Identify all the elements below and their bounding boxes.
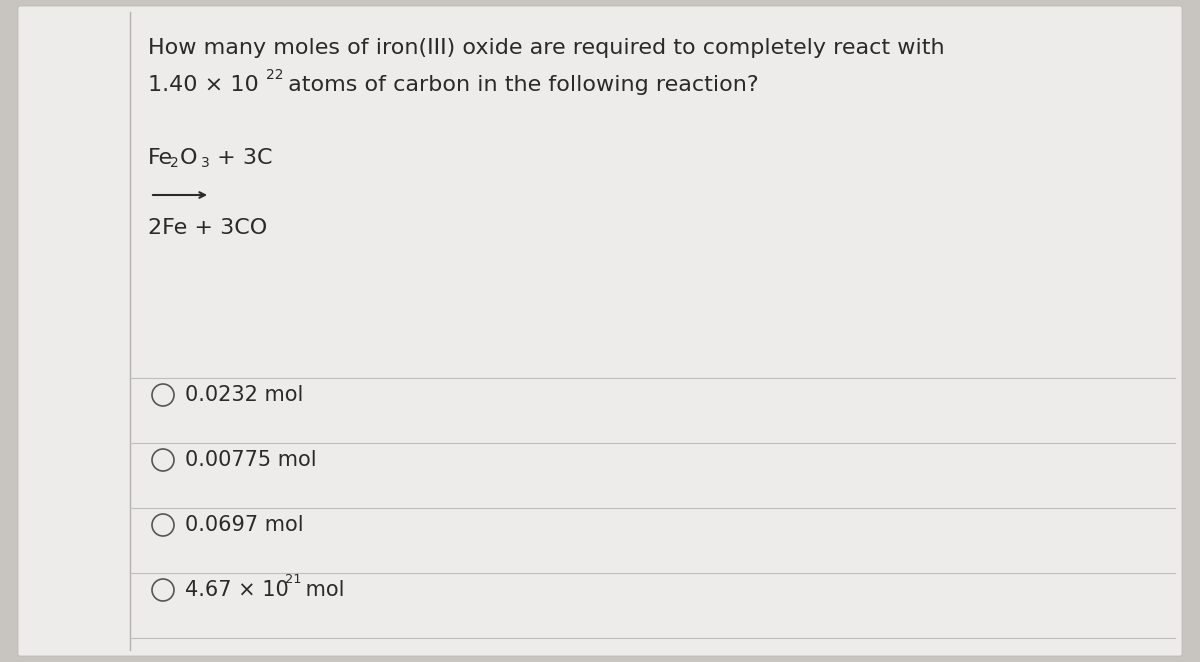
Text: 0.00775 mol: 0.00775 mol bbox=[185, 450, 317, 470]
Text: atoms of carbon in the following reaction?: atoms of carbon in the following reactio… bbox=[281, 75, 758, 95]
Text: mol: mol bbox=[299, 580, 344, 600]
Text: 0.0697 mol: 0.0697 mol bbox=[185, 515, 304, 535]
Text: 0.0232 mol: 0.0232 mol bbox=[185, 385, 304, 405]
Text: 1.40 × 10: 1.40 × 10 bbox=[148, 75, 259, 95]
Text: How many moles of iron(III) oxide are required to completely react with: How many moles of iron(III) oxide are re… bbox=[148, 38, 944, 58]
FancyBboxPatch shape bbox=[18, 6, 1182, 656]
Text: 4.67 × 10: 4.67 × 10 bbox=[185, 580, 289, 600]
Text: 3: 3 bbox=[202, 156, 210, 170]
Text: 2Fe + 3CO: 2Fe + 3CO bbox=[148, 218, 268, 238]
Text: 22: 22 bbox=[266, 68, 283, 82]
Text: 2: 2 bbox=[170, 156, 179, 170]
Text: O: O bbox=[180, 148, 198, 168]
Text: Fe: Fe bbox=[148, 148, 173, 168]
Text: 21: 21 bbox=[286, 573, 301, 586]
Text: + 3C: + 3C bbox=[210, 148, 272, 168]
